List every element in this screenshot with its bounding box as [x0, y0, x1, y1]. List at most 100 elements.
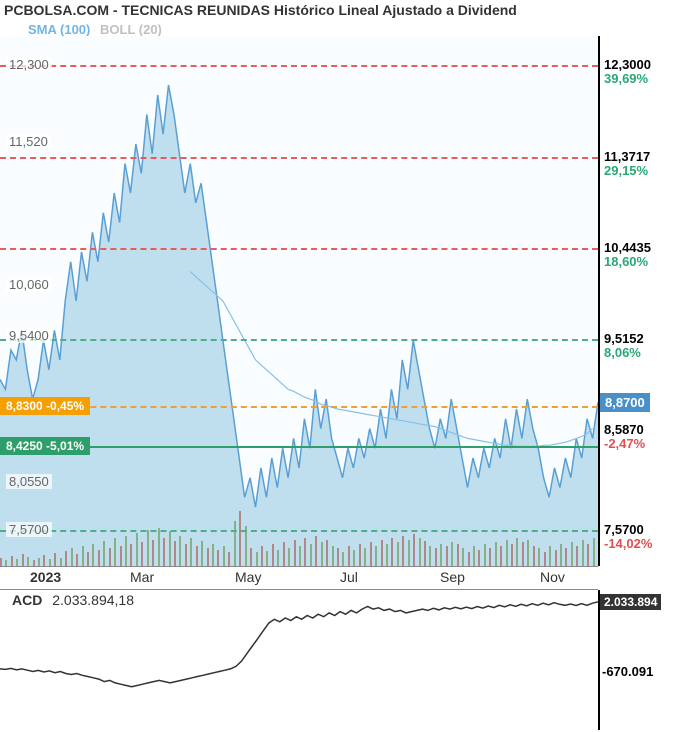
- volume-bar: [582, 540, 584, 566]
- volume-bar: [451, 542, 453, 566]
- volume-bar: [196, 546, 198, 566]
- volume-bar: [440, 544, 442, 566]
- volume-bar: [185, 544, 187, 566]
- volume-bar: [337, 548, 339, 566]
- volume-bar: [560, 544, 562, 566]
- time-axis: 2023MarMayJulSepNov: [0, 566, 598, 590]
- volume-bar: [174, 541, 176, 566]
- volume-bar: [92, 544, 94, 566]
- volume-bar: [408, 540, 410, 566]
- volume-bar: [207, 548, 209, 566]
- right-axis-price: 9,5152: [604, 332, 644, 346]
- volume-bar: [11, 556, 13, 566]
- y-axis-left-label: 10,060: [6, 277, 52, 292]
- right-axis-price: 7,5700: [604, 523, 644, 537]
- volume-bar: [60, 558, 62, 566]
- main-price-chart[interactable]: 12,30011,52010,0609,54008,05507,5700 8,8…: [0, 36, 686, 566]
- y-axis-left-label: 9,5400: [6, 328, 52, 343]
- volume-bar: [27, 557, 29, 566]
- volume-bar: [386, 544, 388, 566]
- sma-indicator-label[interactable]: SMA (100): [28, 22, 90, 37]
- volume-bar: [71, 548, 73, 566]
- volume-bar: [342, 552, 344, 566]
- volume-bar: [152, 540, 154, 566]
- right-price-axis: 12,300039,69%11,371729,15%10,443518,60%9…: [598, 36, 686, 566]
- volume-bar: [217, 550, 219, 566]
- volume-bar: [435, 548, 437, 566]
- volume-bar: [179, 536, 181, 566]
- price-level-badge: 8,8300 -0,45%: [0, 397, 90, 415]
- y-axis-left-label: 7,5700: [6, 522, 52, 537]
- volume-bar: [468, 552, 470, 566]
- volume-bar: [277, 550, 279, 566]
- y-axis-left-label: 11,520: [6, 134, 51, 149]
- volume-bar: [54, 553, 56, 566]
- acd-current-badge: 2.033.894: [600, 594, 661, 610]
- volume-bar: [38, 558, 40, 566]
- volume-bar: [16, 559, 18, 566]
- time-axis-tick: 2023: [30, 569, 61, 585]
- volume-bar: [223, 546, 225, 566]
- volume-bar: [304, 538, 306, 566]
- volume-bar: [266, 551, 268, 566]
- volume-bar: [288, 548, 290, 566]
- volume-bar: [413, 534, 415, 566]
- volume-bar: [516, 538, 518, 566]
- stock-chart-container: PCBOLSA.COM - TECNICAS REUNIDAS Históric…: [0, 0, 686, 732]
- acd-plot-area[interactable]: ACD 2.033.894,18: [0, 590, 598, 730]
- volume-bar: [332, 546, 334, 566]
- volume-bar: [234, 521, 236, 566]
- price-plot-area[interactable]: 12,30011,52010,0609,54008,05507,5700 8,8…: [0, 36, 598, 566]
- volume-bar: [375, 546, 377, 566]
- volume-bar: [506, 540, 508, 566]
- indicator-legend: SMA (100) BOLL (20): [28, 22, 162, 37]
- horizontal-level-line: [0, 157, 598, 159]
- volume-bar: [495, 542, 497, 566]
- right-axis-price: 8,5870: [604, 423, 644, 437]
- time-axis-tick: Mar: [130, 569, 154, 585]
- boll-indicator-label[interactable]: BOLL (20): [100, 22, 162, 37]
- volume-bar: [158, 528, 160, 566]
- y-axis-left-label: 8,0550: [6, 474, 52, 489]
- volume-bar: [256, 552, 258, 566]
- volume-bar: [549, 546, 551, 566]
- volume-bar: [478, 550, 480, 566]
- volume-bar: [397, 542, 399, 566]
- volume-bar: [299, 546, 301, 566]
- horizontal-level-line: [0, 65, 598, 67]
- right-axis-pct: 29,15%: [604, 164, 648, 178]
- volume-bar: [381, 540, 383, 566]
- volume-bar: [571, 542, 573, 566]
- right-axis-pct: -14,02%: [604, 537, 652, 551]
- volume-bar: [473, 546, 475, 566]
- right-axis-price: 11,3717: [604, 150, 650, 164]
- volume-bar: [228, 552, 230, 566]
- volume-bar: [402, 536, 404, 566]
- volume-bar: [43, 555, 45, 566]
- volume-bar: [522, 542, 524, 566]
- chart-title: PCBOLSA.COM - TECNICAS REUNIDAS Históric…: [0, 0, 686, 22]
- volume-bar: [321, 542, 323, 566]
- volume-bar: [125, 536, 127, 566]
- volume-bar: [462, 548, 464, 566]
- volume-bar: [370, 542, 372, 566]
- volume-bar: [147, 530, 149, 566]
- volume-bar: [136, 533, 138, 566]
- volume-bar: [169, 531, 171, 566]
- volume-bar: [141, 542, 143, 566]
- volume-bar: [429, 546, 431, 566]
- acd-indicator-panel[interactable]: ACD 2.033.894,18 -670.0912.033.894: [0, 590, 686, 730]
- price-line-svg: [0, 36, 598, 566]
- volume-bar: [261, 546, 263, 566]
- volume-bar: [130, 544, 132, 566]
- volume-bar: [391, 538, 393, 566]
- volume-bar: [538, 548, 540, 566]
- volume-bar: [76, 554, 78, 566]
- acd-header: ACD 2.033.894,18: [12, 592, 134, 608]
- volume-bar: [587, 544, 589, 566]
- volume-bar: [565, 548, 567, 566]
- time-axis-tick: Jul: [340, 569, 358, 585]
- volume-bar: [283, 542, 285, 566]
- volume-bar: [98, 550, 100, 566]
- volume-bar: [576, 546, 578, 566]
